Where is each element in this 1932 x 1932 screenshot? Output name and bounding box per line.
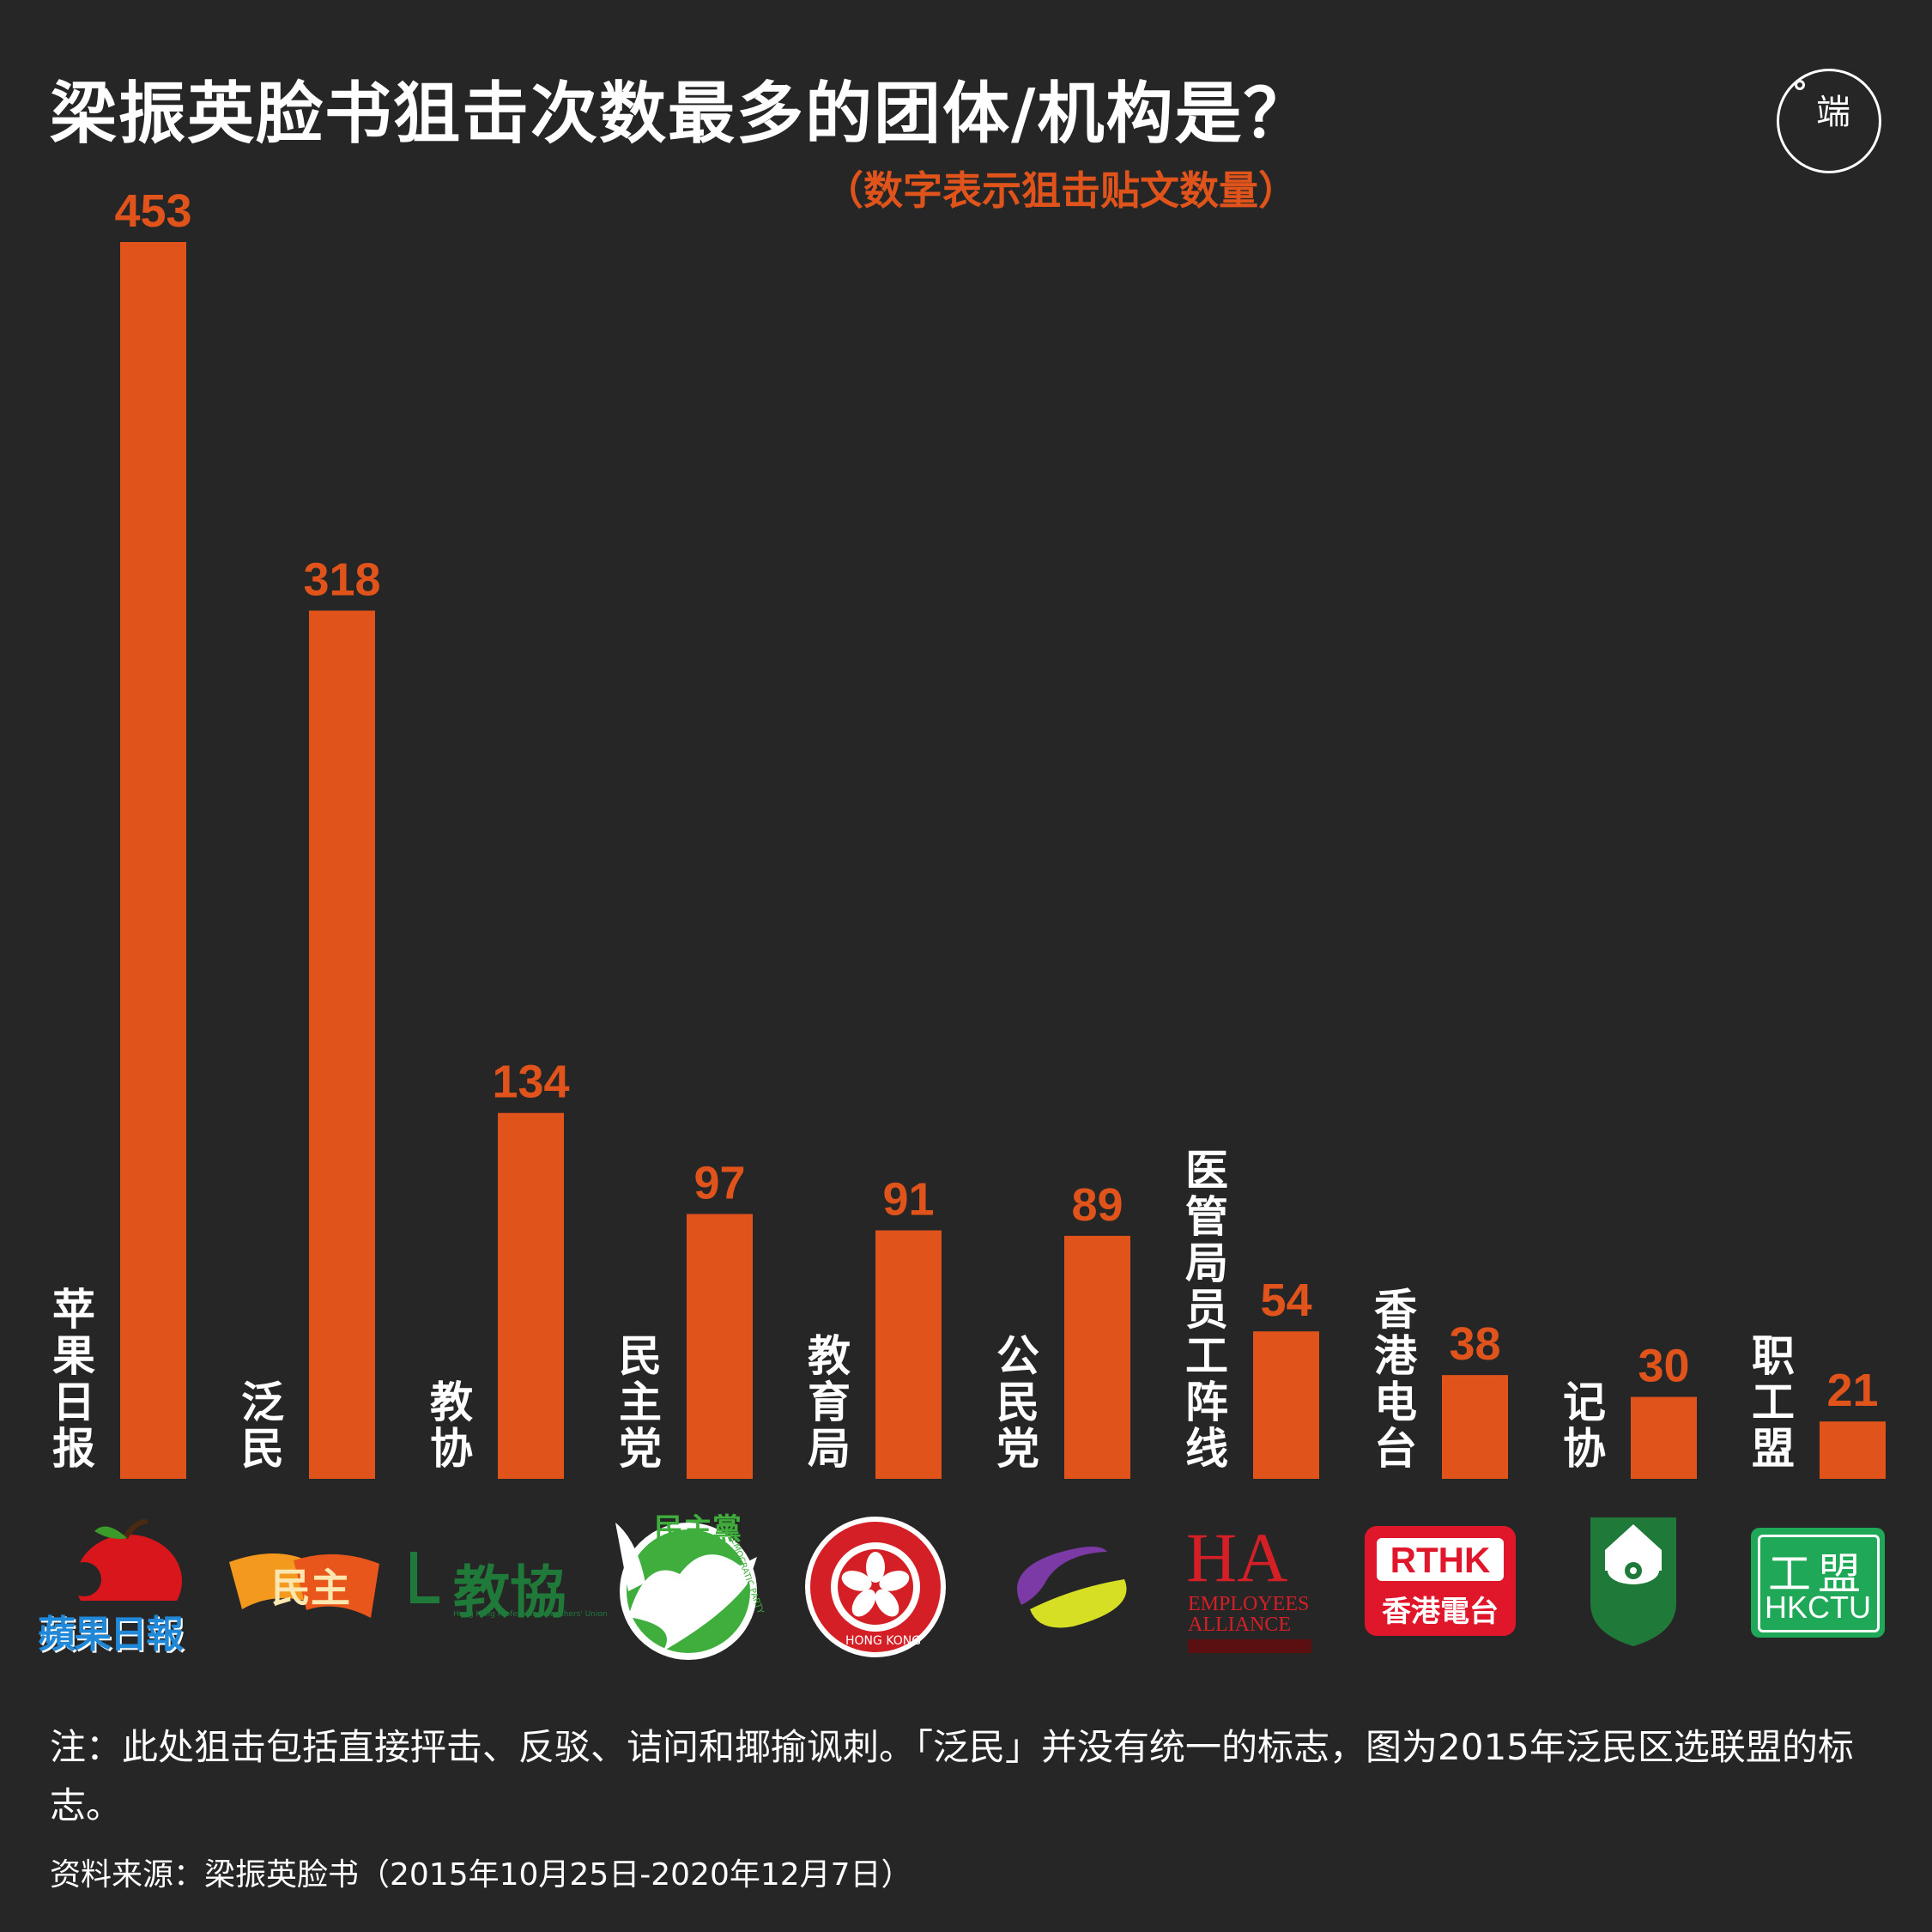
category-label-2: 教协	[430, 1378, 473, 1474]
pan-democrats-text: 民主	[271, 1565, 350, 1611]
ha-bar-icon	[1188, 1639, 1311, 1653]
value-label-3: 97	[693, 1157, 745, 1208]
value-label-2: 134	[492, 1057, 569, 1108]
category-label-3: 民主党	[619, 1331, 662, 1474]
bar-3	[687, 1214, 753, 1479]
ha-main-text: HA	[1186, 1518, 1288, 1596]
rthk-en-box	[1377, 1538, 1504, 1581]
hkptu-en-text: Hong Kong Professional Teachers' Union	[453, 1610, 608, 1619]
hkja-logo	[1586, 1517, 1681, 1648]
hkctu-box	[1751, 1528, 1885, 1638]
value-label-7: 38	[1449, 1318, 1500, 1370]
initium-logo: 端	[1777, 69, 1881, 173]
footnote: 注：此处狙击包括直接抨击、反驳、诘问和揶揄讽刺。「泛民」并没有统一的标志，图为2…	[50, 1726, 1854, 1826]
ha-sub2-text: ALLIANCE	[1188, 1614, 1291, 1636]
category-label-7: 香港电台	[1374, 1285, 1417, 1474]
civic-party-logo	[996, 1528, 1142, 1639]
bar-4	[875, 1230, 942, 1479]
pan-democrats-logo: 民主	[225, 1536, 388, 1631]
rthk-logo: RTHK 香港電台	[1365, 1526, 1517, 1638]
apple-daily-text: 蘋果日報	[38, 1613, 184, 1656]
category-label-1: 泛民	[241, 1378, 284, 1474]
rthk-en-text: RTHK	[1390, 1540, 1491, 1580]
hk-emblem-text: HONG KONG	[845, 1634, 922, 1648]
value-label-0: 453	[114, 185, 191, 237]
bar-8	[1631, 1396, 1697, 1479]
value-label-1: 318	[303, 554, 380, 605]
hkctu-inner-box	[1758, 1535, 1880, 1632]
ha-employees-alliance-logo: HA EMPLOYEES ALLIANCE	[1176, 1518, 1322, 1658]
hkptu-mark-icon	[410, 1552, 439, 1603]
ha-sub1-text: EMPLOYEES	[1188, 1593, 1310, 1615]
hk-emblem-logo: HONG KONG	[802, 1514, 948, 1660]
bar-6	[1253, 1331, 1319, 1479]
category-label-4: 教育局	[808, 1331, 851, 1474]
bar-1	[309, 610, 375, 1479]
value-label-8: 30	[1638, 1341, 1689, 1392]
rthk-zh-text: 香港電台	[1382, 1595, 1499, 1629]
bar-2	[498, 1112, 564, 1479]
chart-title: 梁振英脸书狙击次数最多的团体/机构是？	[50, 76, 1312, 153]
hkctu-en-text: HKCTU	[1765, 1590, 1871, 1625]
category-label-0: 苹果日报	[52, 1285, 95, 1474]
hkptu-logo: 教協 Hong Kong Professional Teachers' Unio…	[407, 1538, 608, 1626]
value-label-4: 91	[882, 1174, 934, 1226]
chart-subtitle: （数字表示狙击贴文数量）	[824, 167, 1298, 214]
bar-0	[120, 242, 186, 1479]
bar-7	[1442, 1375, 1508, 1479]
brand-mark: 端	[1816, 93, 1850, 132]
democratic-party-logo: 民主黨 DEMOCRATIC PARTY	[611, 1505, 774, 1660]
category-label-9: 职工盟	[1752, 1331, 1795, 1474]
value-label-6: 54	[1260, 1275, 1311, 1326]
dp-zh-text: 民主黨	[654, 1512, 742, 1547]
value-label-9: 21	[1826, 1365, 1878, 1416]
category-label-6: 医管局员工阵线	[1185, 1146, 1228, 1474]
bar-5	[1064, 1235, 1130, 1479]
logo-dot-icon	[1795, 80, 1805, 90]
category-label-5: 公民党	[996, 1331, 1039, 1474]
value-label-5: 89	[1071, 1179, 1123, 1231]
bar-9	[1820, 1421, 1886, 1479]
apple-daily-logo: 蘋果日報	[33, 1519, 213, 1656]
hkctu-zh-text: 工盟	[1768, 1549, 1868, 1599]
hkptu-text: 教協	[453, 1559, 566, 1626]
category-label-8: 记协	[1563, 1378, 1606, 1474]
data-source: 资料来源：梁振英脸书（2015年10月25日-2020年12月7日）	[50, 1857, 912, 1893]
hkctu-logo: 工盟 HKCTU	[1751, 1528, 1885, 1639]
